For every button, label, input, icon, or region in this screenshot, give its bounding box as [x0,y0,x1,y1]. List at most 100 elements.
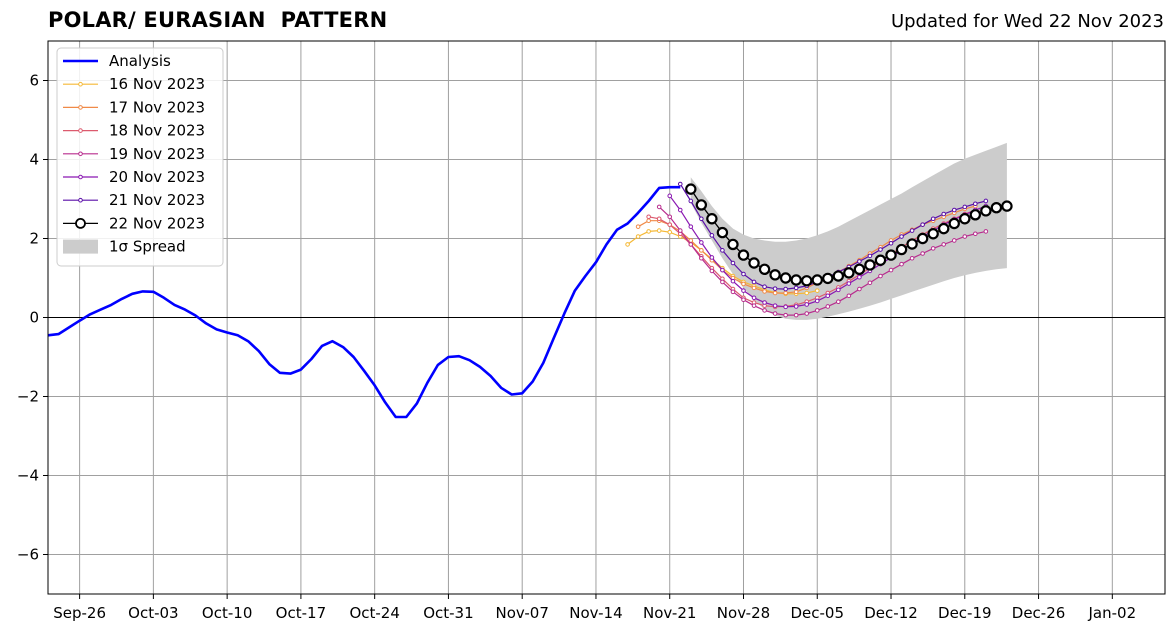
x-tick-label: Nov-28 [717,604,770,622]
forecast-point [716,226,729,239]
forecast-point [920,251,925,256]
forecast-point [983,198,989,204]
forecast-point [667,222,673,227]
forecast-point [864,259,876,271]
forecast-point [814,298,820,304]
forecast-point [779,272,792,284]
forecast-point [699,240,704,245]
forecast-point [709,268,715,274]
forecast-point [895,243,908,256]
forecast-point [695,199,708,211]
forecast-point [804,311,810,316]
y-tick-label: −6 [17,546,39,564]
forecast-point [720,279,725,285]
forecast-point [825,293,831,299]
forecast-point [709,255,715,260]
forecast-point [685,183,697,195]
forecast-point [741,288,746,293]
forecast-point [941,242,947,247]
forecast-point [790,274,802,286]
forecast-point [899,234,904,239]
legend-label: 17 Nov 2023 [109,98,205,116]
forecast-point [811,274,823,286]
forecast-point [783,286,788,292]
forecast-point [804,302,810,307]
forecast-point [720,267,725,273]
forecast-point [709,233,715,238]
forecast-point [906,238,918,250]
forecast-point [836,299,841,305]
forecast-point [730,260,736,266]
forecast-point [706,213,718,225]
forecast-point [656,204,662,210]
forecast-point [727,238,739,251]
forecast-point [938,222,950,235]
forecast-point [843,267,855,279]
forecast-point [667,229,673,235]
forecast-point [853,263,866,276]
forecast-point [899,261,904,267]
forecast-point [867,253,873,259]
forecast-point [930,216,936,222]
forecast-point [941,211,947,217]
legend-label: 18 Nov 2023 [109,122,205,140]
forecast-point [751,295,757,301]
legend-label: 19 Nov 2023 [109,145,205,163]
forecast-point [646,214,651,220]
forecast-point [688,198,694,204]
legend-marker [78,81,83,87]
forecast-point [699,216,704,222]
plot-frame [47,40,1166,595]
legend-marker [78,105,83,110]
forecast-point [878,273,883,279]
legend-label: 1σ Spread [109,238,186,256]
x-tick-label: Dec-26 [1012,604,1066,622]
legend-marker [78,151,83,157]
legend-label: 21 Nov 2023 [109,191,205,209]
chart-subtitle: Updated for Wed 22 Nov 2023 [890,11,1164,32]
x-tick-label: Dec-05 [790,604,844,622]
forecast-point [730,289,736,295]
forecast-point [920,222,925,227]
forecast-point [867,280,873,286]
x-tick-label: Nov-21 [643,604,696,622]
forecast-point [814,288,820,293]
forecast-point [962,204,968,210]
forecast-point [748,257,760,269]
forecast-point [857,274,862,280]
forecast-point [737,249,750,261]
forecast-point [793,304,799,309]
forecast-point [741,281,746,287]
forecast-point [832,270,845,282]
legend-label: 20 Nov 2023 [109,168,205,186]
forecast-point [951,238,957,243]
chart-title: POLAR/ EURASIAN PATTERN [48,8,388,32]
forecast-point [751,303,757,308]
forecast-point [772,286,778,291]
forecast-point [990,201,1003,214]
y-tick-label: −2 [17,388,39,406]
x-tick-label: Oct-03 [128,604,178,622]
forecast-point [793,285,799,291]
y-tick-label: 4 [29,151,39,169]
forecast-point [656,216,662,222]
forecast-point [874,254,887,266]
forecast-point [656,228,662,233]
forecast-point [646,218,651,224]
forecast-point [677,228,683,233]
legend: Analysis 16 Nov 2023 17 Nov 2023 18 Nov 202… [56,47,224,267]
x-tick-label: Dec-12 [864,604,918,622]
x-tick-label: Oct-17 [276,604,326,622]
forecast-point [878,247,883,252]
series-group [47,181,1013,419]
forecast-point [762,289,767,294]
y-tick-label: 6 [29,72,39,90]
legend-marker [78,128,83,133]
forecast-point [793,289,799,295]
forecast-point [846,281,852,286]
forecast-point [667,193,673,199]
forecast-point [980,205,992,217]
forecast-point [772,290,778,296]
forecast-point [916,232,929,245]
forecast-point [762,308,767,313]
